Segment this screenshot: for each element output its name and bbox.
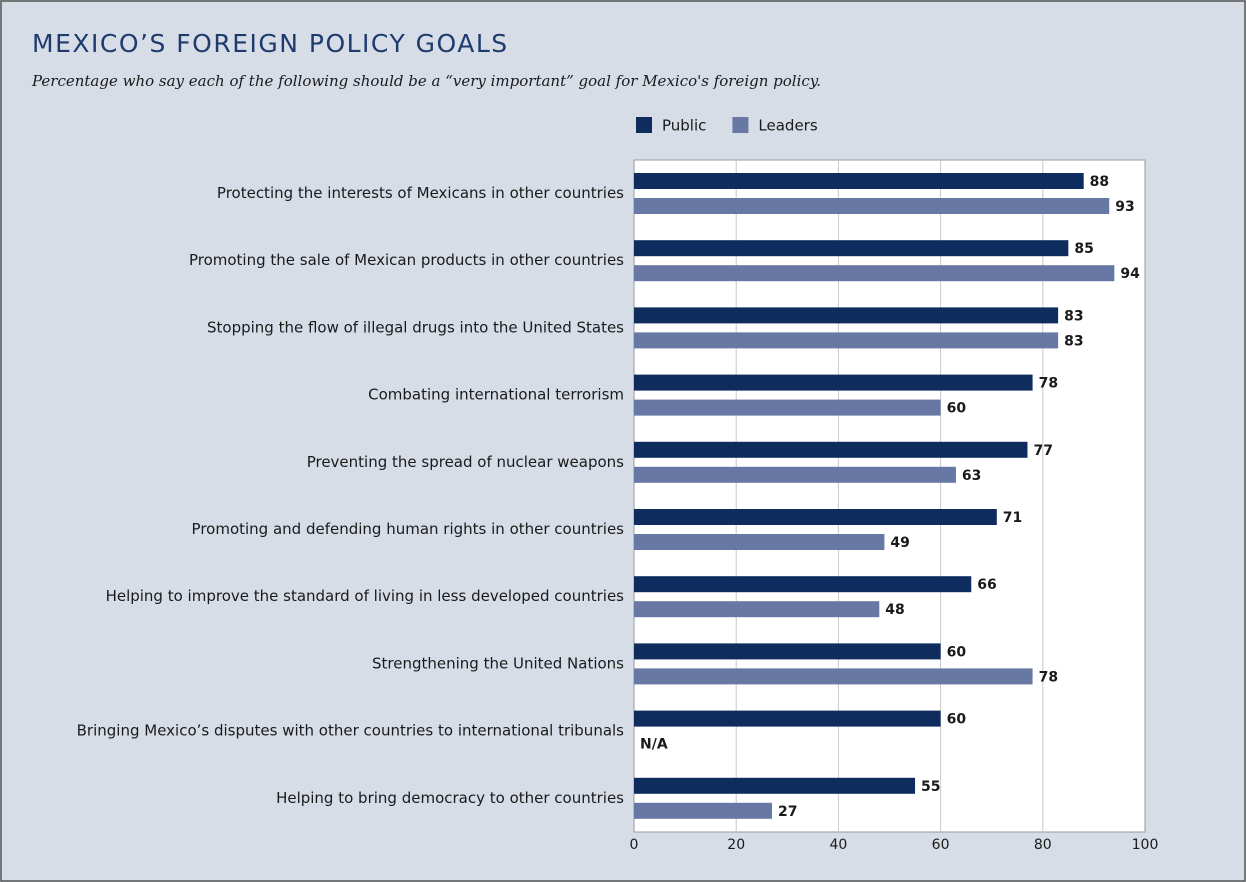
bar	[634, 240, 1069, 257]
bar	[634, 534, 885, 550]
legend-swatch	[636, 117, 652, 133]
data-label: N/A	[640, 737, 668, 753]
category-label: Helping to improve the standard of livin…	[106, 587, 625, 605]
bar	[634, 710, 941, 727]
data-label: 71	[1003, 510, 1022, 526]
category-label: Combating international terrorism	[368, 386, 624, 404]
bar	[634, 374, 1033, 391]
category-label: Protecting the interests of Mexicans in …	[217, 184, 624, 202]
bar	[634, 777, 916, 794]
bar	[634, 332, 1059, 349]
data-label: 63	[962, 468, 981, 484]
data-label: 66	[977, 577, 996, 593]
bar	[634, 198, 1110, 214]
data-label: 93	[1115, 199, 1134, 215]
bar	[634, 601, 880, 618]
bar	[634, 441, 1028, 458]
bar	[634, 265, 1115, 282]
chart-subtitle: Percentage who say each of the following…	[31, 72, 821, 90]
data-label: 78	[1039, 669, 1058, 685]
x-tick-label: 80	[1034, 837, 1052, 853]
x-tick-label: 100	[1132, 837, 1159, 853]
data-label: 48	[885, 602, 904, 618]
category-label: Preventing the spread of nuclear weapons	[307, 453, 624, 471]
category-label: Promoting the sale of Mexican products i…	[189, 251, 624, 269]
data-label: 77	[1033, 443, 1052, 459]
x-tick-label: 40	[829, 837, 847, 853]
category-label: Stopping the flow of illegal drugs into …	[207, 318, 624, 336]
legend-label: Leaders	[758, 117, 817, 135]
category-label: Helping to bring democracy to other coun…	[276, 789, 624, 807]
legend-label: Public	[662, 117, 706, 135]
data-label: 83	[1064, 308, 1083, 324]
data-label: 27	[778, 804, 797, 820]
bar	[634, 466, 956, 483]
category-label: Strengthening the United Nations	[372, 654, 624, 672]
plot-area	[633, 159, 1146, 833]
x-tick-label: 0	[630, 837, 639, 853]
bar	[634, 802, 772, 819]
data-label: 94	[1120, 266, 1140, 282]
data-label: 60	[947, 712, 967, 728]
bar	[634, 399, 941, 416]
x-tick-label: 20	[727, 837, 745, 853]
data-label: 49	[890, 535, 909, 551]
chart-title: MEXICO’S FOREIGN POLICY GOALS	[32, 29, 509, 58]
data-label: 88	[1090, 174, 1109, 190]
bar	[634, 509, 997, 525]
bar	[634, 173, 1084, 189]
category-label: Promoting and defending human rights in …	[192, 520, 625, 538]
data-label: 60	[947, 401, 967, 417]
data-label: 55	[921, 779, 940, 795]
data-label: 78	[1039, 376, 1058, 392]
data-label: 83	[1064, 333, 1083, 349]
bar	[634, 668, 1033, 685]
data-label: 85	[1074, 241, 1093, 257]
legend-swatch	[732, 117, 749, 133]
data-label: 60	[947, 644, 967, 660]
bar	[634, 576, 972, 593]
bar	[634, 307, 1059, 324]
bar	[634, 643, 941, 660]
x-tick-label: 60	[932, 837, 950, 853]
category-label: Bringing Mexico’s disputes with other co…	[77, 722, 625, 740]
